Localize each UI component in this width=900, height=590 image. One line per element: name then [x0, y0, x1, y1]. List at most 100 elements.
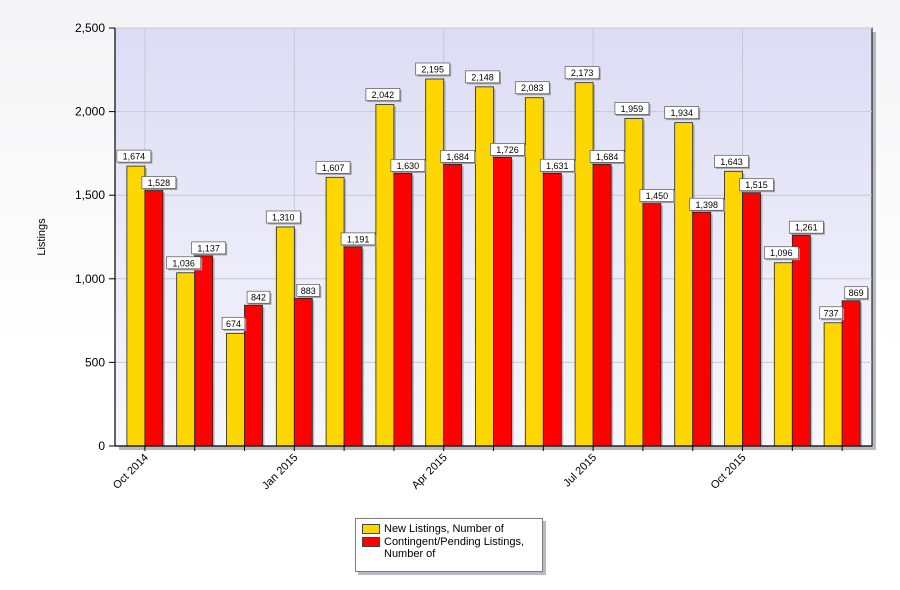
bar-pending-listings [692, 211, 712, 447]
data-label: 1,631 [546, 161, 569, 171]
bar-pending-listings [343, 246, 363, 447]
y-tick-label: 2,000 [75, 105, 105, 119]
data-label-box [465, 70, 500, 84]
bar-pending-listings [443, 164, 463, 447]
x-tick-label: Jan 2015 [260, 452, 300, 492]
data-label: 1,726 [496, 145, 519, 155]
data-label-box [844, 286, 868, 300]
y-tick-label: 1,000 [75, 272, 105, 286]
bar-new-listings [475, 86, 494, 447]
data-label-box [166, 256, 202, 270]
data-label-box [340, 232, 376, 246]
x-tick-label: Jul 2015 [561, 452, 599, 490]
legend-swatch-new-listings [362, 524, 380, 534]
data-label-box [639, 189, 675, 202]
data-label-box [514, 81, 550, 95]
data-label-box [664, 106, 700, 119]
bar-pending-listings [244, 304, 263, 447]
data-label-box [490, 143, 525, 156]
data-label: 1,137 [197, 243, 220, 253]
data-label: 869 [849, 288, 864, 298]
bar-pending-listings [642, 203, 662, 447]
data-label: 1,630 [397, 161, 420, 171]
data-label: 1,684 [596, 152, 619, 162]
bar-new-listings [674, 122, 694, 447]
data-label: 883 [301, 286, 316, 296]
data-label: 674 [226, 319, 241, 329]
data-label-box [564, 66, 600, 80]
data-label: 1,528 [148, 178, 171, 188]
data-label-box [539, 158, 575, 172]
data-label-box [415, 62, 451, 76]
data-label-box [246, 290, 271, 304]
legend-swatch-pending-listings [362, 537, 380, 547]
bar-pending-listings [144, 190, 164, 447]
bar-new-listings [724, 170, 743, 447]
data-label-box [589, 150, 625, 163]
data-label: 842 [251, 293, 266, 303]
data-label: 1,959 [621, 104, 644, 114]
data-label-box [116, 149, 152, 163]
legend-item-pending-listings: Contingent/Pending Listings, Number of [362, 536, 536, 560]
bar-pending-listings [293, 297, 313, 447]
data-label: 1,096 [770, 248, 793, 258]
data-label: 1,643 [720, 157, 743, 167]
x-tick-label: Apr 2015 [410, 452, 450, 492]
data-label: 2,042 [372, 90, 395, 100]
chart-legend: New Listings, Number of Contingent/Pendi… [355, 518, 543, 572]
data-label: 1,934 [670, 108, 693, 118]
legend-label-new-listings: New Listings, Number of [384, 523, 504, 535]
data-label: 1,398 [695, 200, 718, 210]
data-label-box [739, 178, 774, 192]
y-tick-label: 500 [85, 355, 105, 369]
data-label: 2,083 [521, 83, 544, 93]
bar-new-listings [126, 165, 146, 447]
data-label: 1,684 [446, 152, 469, 162]
data-label-box [191, 241, 227, 255]
bar-new-listings [624, 118, 644, 447]
y-axis-title: Listings [36, 218, 48, 256]
legend-item-new-listings: New Listings, Number of [362, 523, 536, 535]
bar-pending-listings [542, 172, 562, 447]
bar-pending-listings [791, 234, 811, 447]
data-label-box [440, 150, 476, 163]
data-label-box [788, 220, 824, 234]
bar-new-listings [823, 322, 843, 447]
bar-pending-listings [742, 192, 761, 447]
data-label-box [221, 316, 246, 330]
data-label: 737 [824, 308, 839, 318]
y-tick-label: 0 [98, 439, 105, 453]
bar-pending-listings [194, 255, 214, 447]
data-label: 1,036 [172, 258, 195, 268]
data-label: 2,148 [471, 72, 494, 82]
data-label-box [296, 284, 321, 297]
data-label: 1,310 [272, 212, 295, 222]
data-label-box [390, 159, 426, 172]
data-label-box [819, 306, 843, 320]
bar-new-listings [425, 78, 445, 447]
bar-chart: 0 500 1,000 1,500 2,000 2,500 Listings 1,674 1,5… [36, 21, 876, 492]
bar-new-listings [574, 82, 594, 447]
data-label-box [614, 102, 650, 115]
bar-pending-listings [393, 173, 413, 447]
y-tick-label: 1,500 [75, 188, 105, 202]
data-label-box [315, 160, 351, 174]
bar-pending-listings [592, 164, 612, 447]
legend-label-pending-listings: Contingent/Pending Listings, Number of [384, 536, 525, 560]
data-label-box [763, 246, 799, 260]
data-label: 1,261 [795, 223, 818, 233]
data-label: 2,195 [421, 64, 444, 74]
bar-new-listings [375, 104, 395, 447]
bar-new-listings [773, 262, 793, 447]
data-label: 2,173 [571, 68, 594, 78]
data-label-box [265, 210, 301, 224]
data-label-box [714, 154, 749, 168]
data-label-box [141, 176, 177, 189]
data-label: 1,450 [646, 191, 669, 201]
data-label-box [689, 197, 725, 211]
bar-pending-listings [841, 300, 861, 447]
x-tick-label: Oct 2014 [111, 452, 151, 492]
bar-new-listings [524, 97, 544, 447]
data-label-box [365, 88, 401, 101]
